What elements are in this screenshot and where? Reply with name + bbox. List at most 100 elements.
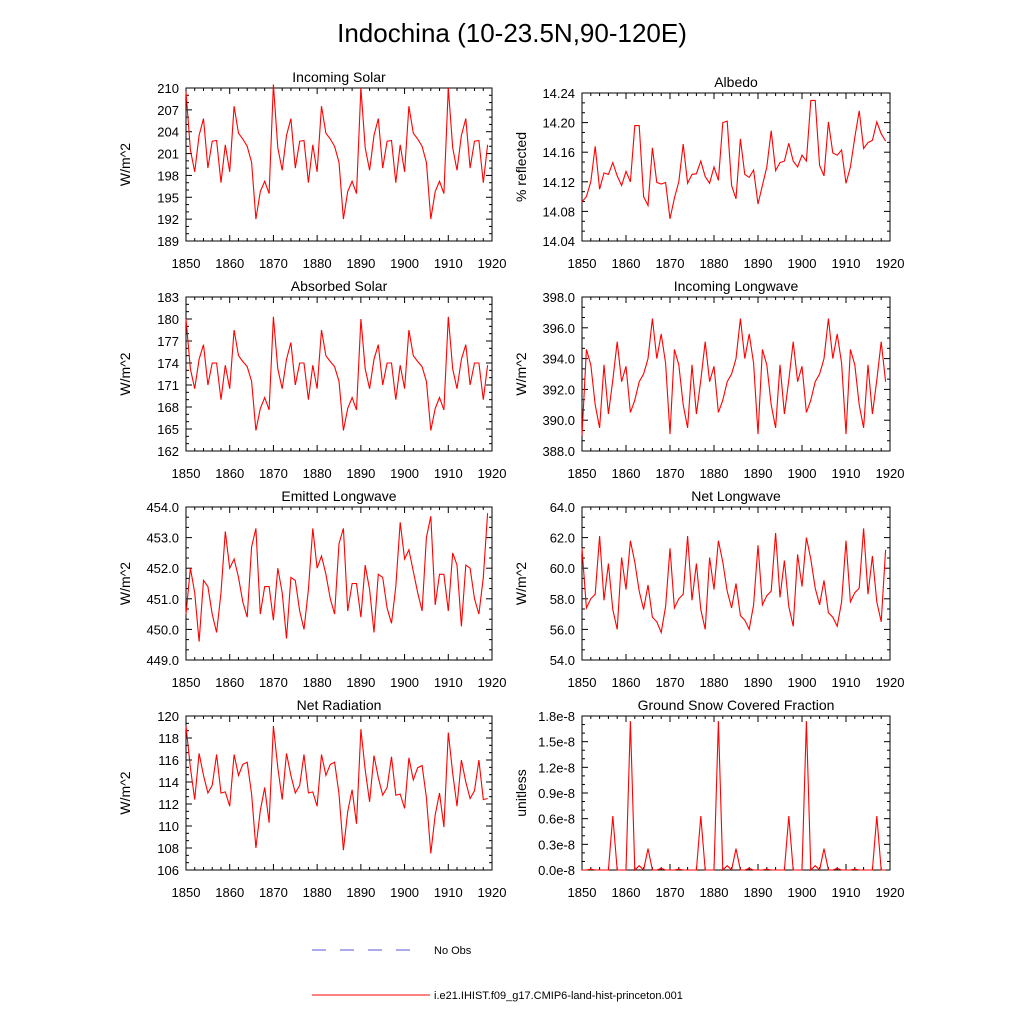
y-axis-label: W/m^2 — [117, 771, 133, 814]
y-tick-label: 1.5e-8 — [538, 735, 575, 750]
y-tick-label: 195 — [157, 190, 179, 205]
y-tick-label: 162 — [157, 444, 179, 459]
x-tick-label: 1910 — [832, 256, 861, 271]
y-axis-label: W/m^2 — [117, 352, 133, 395]
y-tick-label: 183 — [157, 290, 179, 305]
x-tick-label: 1870 — [656, 675, 685, 690]
legend-run-label: i.e21.IHIST.f09_g17.CMIP6-land-hist-prin… — [434, 990, 683, 1002]
y-tick-label: 118 — [158, 731, 179, 746]
y-tick-label: 62.0 — [550, 531, 575, 546]
y-tick-label: 168 — [157, 400, 179, 415]
x-tick-label: 1880 — [303, 256, 332, 271]
series-line — [582, 721, 886, 872]
y-tick-label: 392.0 — [542, 382, 575, 397]
chart-title: Albedo — [714, 74, 758, 90]
y-axis-label: % reflected — [513, 132, 529, 202]
x-tick-label: 1860 — [612, 675, 641, 690]
plot-frame — [581, 92, 891, 242]
y-axis-label: W/m^2 — [117, 562, 133, 605]
y-tick-label: 451.0 — [146, 592, 179, 607]
x-tick-label: 1890 — [744, 256, 773, 271]
plot-frame — [185, 506, 493, 661]
x-tick-label: 1910 — [832, 885, 861, 900]
x-tick-label: 1880 — [700, 675, 729, 690]
series-line — [185, 513, 489, 642]
plot-frame — [185, 715, 493, 871]
y-tick-label: 110 — [158, 819, 179, 834]
x-tick-label: 1900 — [788, 466, 817, 481]
y-tick-label: 58.0 — [550, 592, 575, 607]
y-tick-label: 14.12 — [542, 175, 575, 190]
y-axis-label: W/m^2 — [117, 143, 133, 186]
x-tick-label: 1900 — [390, 466, 419, 481]
x-tick-label: 1880 — [303, 885, 332, 900]
x-tick-label: 1870 — [656, 885, 685, 900]
x-tick-label: 1890 — [346, 256, 375, 271]
x-tick-label: 1890 — [744, 885, 773, 900]
series-line — [581, 99, 887, 219]
y-tick-label: 207 — [157, 103, 179, 118]
y-tick-label: 60.0 — [550, 561, 575, 576]
y-tick-label: 204 — [157, 125, 179, 140]
y-tick-label: 394.0 — [542, 352, 575, 367]
chart-title: Net Radiation — [297, 697, 382, 713]
x-tick-label: 1900 — [390, 256, 419, 271]
x-tick-label: 1900 — [788, 885, 817, 900]
series-line — [581, 528, 887, 635]
x-tick-label: 1920 — [478, 466, 507, 481]
chart-panel-2: Absorbed Solar W/m^2 1850 1860 1870 1880 1890 1… — [117, 278, 506, 481]
y-tick-label: 14.08 — [542, 204, 575, 219]
x-tick-label: 1870 — [656, 256, 685, 271]
y-tick-label: 0.6e-8 — [538, 812, 575, 827]
chart-title: Absorbed Solar — [291, 278, 388, 294]
chart-panel-1: Albedo % reflected 1850 1860 1870 1880 1890 190… — [513, 74, 904, 271]
x-tick-label: 1870 — [259, 466, 288, 481]
y-tick-label: 210 — [157, 81, 179, 96]
x-tick-label: 1890 — [744, 466, 773, 481]
x-tick-label: 1880 — [700, 885, 729, 900]
x-tick-label: 1860 — [215, 256, 244, 271]
plot-frame — [581, 296, 891, 452]
x-tick-label: 1920 — [478, 885, 507, 900]
y-tick-label: 454.0 — [146, 500, 179, 515]
x-tick-label: 1860 — [215, 675, 244, 690]
y-tick-label: 120 — [157, 709, 179, 724]
y-tick-label: 106 — [157, 863, 179, 878]
x-tick-label: 1850 — [568, 675, 597, 690]
y-tick-label: 54.0 — [550, 653, 575, 668]
x-tick-label: 1850 — [172, 466, 201, 481]
x-tick-label: 1850 — [172, 675, 201, 690]
x-tick-label: 1920 — [876, 885, 905, 900]
y-tick-label: 14.16 — [542, 145, 575, 160]
y-tick-label: 14.20 — [542, 116, 575, 131]
x-tick-label: 1870 — [656, 466, 685, 481]
y-tick-label: 450.0 — [146, 622, 179, 637]
y-tick-label: 171 — [157, 378, 179, 393]
y-axis-label: W/m^2 — [513, 562, 529, 605]
x-tick-label: 1900 — [788, 256, 817, 271]
x-tick-label: 1920 — [876, 675, 905, 690]
plot-frame — [185, 296, 493, 452]
y-tick-label: 0.3e-8 — [538, 837, 575, 852]
x-tick-label: 1890 — [744, 675, 773, 690]
x-tick-label: 1900 — [788, 675, 817, 690]
y-tick-label: 189 — [157, 234, 179, 249]
x-tick-label: 1850 — [568, 256, 597, 271]
x-tick-label: 1910 — [434, 675, 463, 690]
panels: Incoming Solar W/m^2 1850 1860 1870 1880 1890 1… — [117, 69, 904, 900]
chart-panel-5: Net Longwave W/m^2 1850 1860 1870 1880 1890 190… — [513, 488, 904, 690]
y-tick-label: 108 — [157, 841, 179, 856]
x-tick-label: 1920 — [876, 256, 905, 271]
y-tick-label: 180 — [157, 312, 179, 327]
y-tick-label: 1.2e-8 — [538, 760, 575, 775]
y-tick-label: 14.04 — [542, 234, 575, 249]
y-axis-label: W/m^2 — [513, 352, 529, 395]
x-tick-label: 1880 — [700, 466, 729, 481]
series-line — [185, 725, 488, 854]
y-tick-label: 116 — [158, 753, 179, 768]
x-tick-label: 1920 — [478, 256, 507, 271]
x-tick-label: 1860 — [215, 885, 244, 900]
x-tick-label: 1870 — [259, 675, 288, 690]
y-tick-label: 396.0 — [542, 321, 575, 336]
x-tick-label: 1870 — [259, 256, 288, 271]
